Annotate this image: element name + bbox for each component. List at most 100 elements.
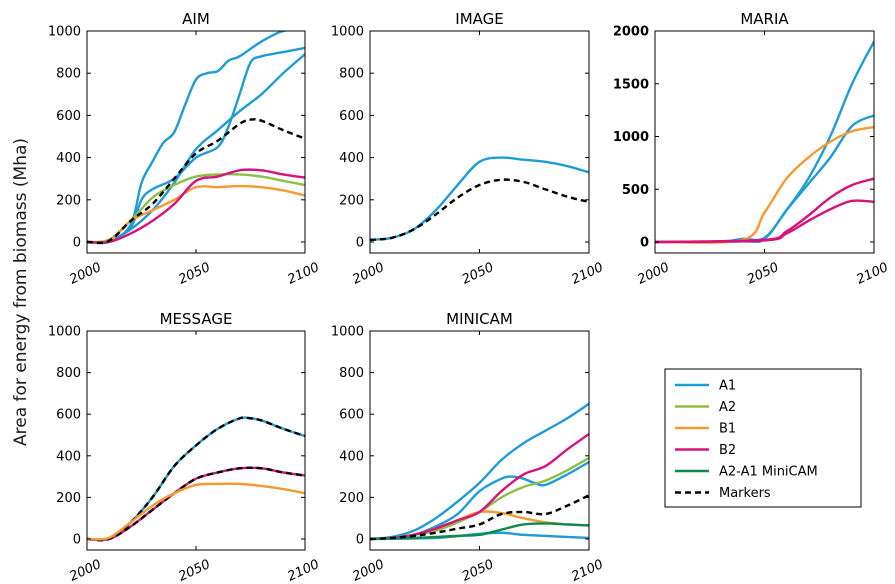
axes-frame: [369, 30, 590, 254]
x-tick-label: 2050: [176, 557, 212, 584]
chart-panel-aim: AIM 0 200 400 600 800 1000 2000 2050 2100: [48, 10, 322, 288]
y-tick-label: 400: [339, 449, 364, 464]
chart-title: IMAGE: [455, 10, 503, 28]
legend-label: B1: [719, 422, 736, 437]
axes-frame: [86, 330, 306, 551]
legend-item-a1: A1: [675, 379, 736, 394]
series-line-b2: [370, 432, 589, 541]
chart-title: MINICAM: [446, 310, 513, 328]
legend-item-a2-a1-minicam: A2-A1 MiniCAM: [675, 465, 818, 480]
y-tick-label: 1000: [613, 130, 649, 145]
legend-item-a2: A2: [675, 400, 736, 415]
y-tick-label: 200: [339, 491, 364, 506]
series-line-markers: [370, 494, 589, 541]
y-tick-label: 200: [56, 491, 81, 506]
y-tick-label: 0: [356, 533, 364, 548]
y-tick-label: 800: [56, 366, 81, 381]
x-tick-label: 2100: [569, 557, 605, 584]
y-tick-label: 0: [640, 236, 649, 251]
y-tick-label: 500: [622, 183, 649, 198]
x-tick-label: 2100: [285, 260, 321, 288]
series-line-a1: [370, 402, 589, 541]
legend-frame: [664, 368, 862, 508]
y-tick-label: 400: [56, 449, 81, 464]
legend-label: A2: [719, 400, 736, 415]
series-line-a1: [370, 460, 589, 541]
series-line-a1: [370, 156, 589, 242]
series-line-b1: [655, 125, 874, 244]
x-tick-label: 2000: [635, 260, 671, 288]
series-line-a1: [87, 46, 305, 244]
legend-label: A2-A1 MiniCAM: [719, 465, 818, 480]
y-tick-label: 0: [73, 236, 81, 251]
chart-panel-image: IMAGE 0 200 400 600 800 1000 2000 2050 2100: [331, 10, 606, 288]
series-line-markers: [370, 178, 589, 242]
chart-title: AIM: [182, 10, 210, 28]
x-tick-label: 2000: [67, 260, 103, 288]
legend-label: Markers: [719, 486, 771, 501]
y-tick-label: 1000: [48, 325, 81, 340]
y-tick-label: 1000: [331, 325, 364, 340]
series-group: [87, 31, 305, 245]
series-line-a2-a1-minicam: [370, 522, 589, 541]
chart-title: MESSAGE: [160, 310, 233, 328]
y-tick-label: 1500: [613, 77, 649, 92]
y-tick-label: 400: [56, 151, 81, 166]
chart-title: MARIA: [740, 10, 789, 28]
x-tick-label: 2100: [854, 260, 890, 288]
y-tick-label: 0: [356, 236, 364, 251]
series-group: [370, 402, 589, 541]
series-group: [655, 40, 874, 244]
series-line-b1: [87, 482, 305, 541]
legend-label: A1: [719, 379, 736, 394]
y-tick-label: 200: [56, 193, 81, 208]
y-tick-label: 0: [73, 533, 81, 548]
chart-panel-message: MESSAGE 0 200 400 600 800 1000 2000 2050 2100: [48, 310, 322, 584]
legend-label: B2: [719, 443, 736, 458]
legend-item-markers: Markers: [675, 486, 771, 501]
y-tick-label: 600: [56, 109, 81, 124]
legend: A1 A2 B1 B2 A2-A1 MiniCAM Markers: [664, 368, 862, 508]
x-tick-label: 2000: [350, 260, 386, 288]
y-tick-label: 600: [339, 408, 364, 423]
series-line-a2: [370, 456, 589, 541]
axes-frame: [86, 30, 306, 254]
series-line-b2: [87, 168, 305, 244]
chart-panel-maria: MARIA 0 500 1000 1500 2000 2000 2050 2100: [613, 10, 891, 288]
y-tick-label: 1000: [48, 25, 81, 40]
y-tick-label: 200: [339, 193, 364, 208]
figure-y-axis-label: Area for energy from biomass (Mha): [11, 138, 31, 446]
y-tick-label: 400: [339, 151, 364, 166]
legend-item-b2: B2: [675, 443, 736, 458]
series-line-b1: [87, 184, 305, 244]
series-line-a1: [655, 114, 874, 244]
series-line-markers: [87, 466, 305, 542]
x-tick-label: 2100: [285, 557, 321, 584]
series-group: [370, 156, 589, 242]
series-line-b2: [655, 199, 874, 244]
x-tick-label: 2050: [745, 260, 781, 288]
y-tick-label: 1000: [331, 25, 364, 40]
y-tick-label: 600: [339, 109, 364, 124]
series-line-b2: [655, 177, 874, 244]
series-line-a1: [87, 31, 290, 245]
legend-item-b1: B1: [675, 422, 736, 437]
x-tick-label: 2050: [176, 260, 212, 288]
x-tick-label: 2050: [460, 557, 496, 584]
y-tick-label: 800: [339, 366, 364, 381]
x-tick-label: 2000: [67, 557, 103, 584]
y-tick-label: 800: [56, 67, 81, 82]
y-tick-label: 800: [339, 67, 364, 82]
series-line-markers: [87, 416, 305, 542]
y-tick-label: 600: [56, 408, 81, 423]
y-tick-label: 2000: [613, 25, 649, 40]
axes-frame: [369, 330, 590, 551]
x-tick-label: 2000: [350, 557, 386, 584]
series-line-a1: [87, 53, 305, 244]
chart-panel-minicam: MINICAM 0 200 400 600 800 1000 2000 2050 2100: [331, 310, 606, 584]
x-tick-label: 2050: [460, 260, 496, 288]
series-line-b2: [87, 466, 305, 542]
series-line-markers: [87, 118, 305, 244]
